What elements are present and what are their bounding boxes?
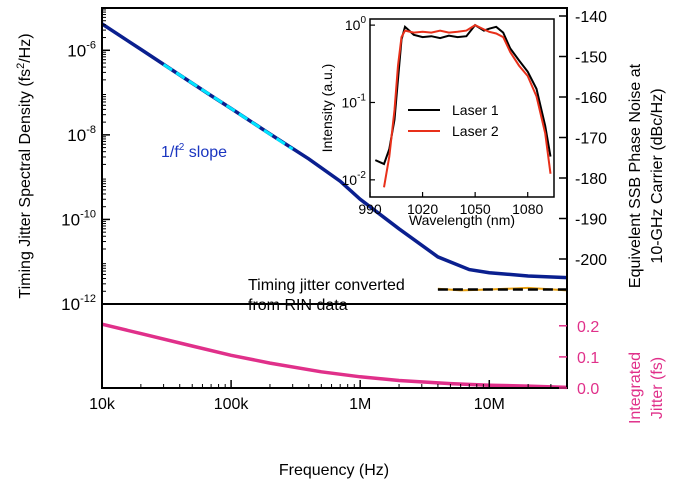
inset-x-axis-label: Wavelength (nm) [409, 212, 515, 228]
rin-annotation-line2: from RIN data [248, 297, 348, 314]
inset-legend: Laser 1 Laser 2 [408, 102, 499, 139]
right-axis-tick-label: -140 [575, 9, 607, 26]
main-y-tick-label: 10-8 [67, 124, 96, 145]
inset-x-tick-label: 1080 [512, 201, 543, 217]
x-tick-label: 10k [89, 396, 116, 413]
jitter-axis-tick-label: 0.0 [577, 381, 599, 398]
right-axis-tick-label: -160 [575, 90, 607, 107]
main-y-tick-label: 10-6 [67, 39, 96, 60]
integrated-jitter-label-line2: Jitter (fs) [649, 357, 666, 419]
right-axis-label-line2: 10-GHz Carrier (dBc/Hz) [649, 88, 666, 263]
main-y-axis-label: Timing Jitter Spectral Density (fs2/Hz) [15, 33, 34, 298]
x-axis-label: Frequency (Hz) [279, 462, 389, 479]
inset-x-tick-label: 990 [358, 201, 382, 217]
inset-frame [369, 18, 555, 198]
right-axis-tick-label: -200 [575, 252, 607, 269]
x-tick-label: 100k [214, 396, 250, 413]
jitter-axis-tick-label: 0.2 [577, 319, 599, 336]
main-y-tick-label: 10-12 [61, 293, 96, 314]
main-panel: 10-6 10-8 10-10 10-12 -140 -150 -160 -170 -180 -… [15, 7, 666, 479]
jitter-axis-tick-label: 0.1 [577, 350, 599, 367]
inset-panel: 990 1020 1050 1080 100 10-1 10-2 Wavelength (… [319, 15, 555, 228]
main-plot-frame [101, 7, 568, 389]
inset-y-tick-label: 10-1 [342, 92, 367, 110]
slope-annotation: 1/f2 slope [161, 142, 227, 161]
inset-x-tick-label: 1020 [407, 201, 438, 217]
rin-annotation-line1: Timing jitter converted [248, 277, 405, 294]
main-y-tick-label: 10-10 [61, 208, 96, 229]
integrated-jitter-line [101, 322, 568, 390]
slope-fit-line [162, 63, 294, 151]
right-axis-label-line1: Equivelent SSB Phase Noise at [627, 63, 644, 288]
legend-label-laser-1: Laser 1 [452, 102, 499, 118]
inset-y-axis-label: Intensity (a.u.) [319, 64, 335, 153]
inset-y-tick-label: 10-2 [342, 170, 367, 188]
right-axis-tick-label: -180 [575, 171, 607, 188]
right-axis-tick-label: -150 [575, 50, 607, 67]
right-axis-tick-label: -190 [575, 212, 607, 229]
integrated-jitter-label-line1: Integrated [627, 352, 644, 424]
x-tick-label: 1M [349, 396, 371, 413]
inset-y-tick-label: 100 [345, 15, 367, 33]
x-tick-label: 10M [474, 396, 505, 413]
inset-x-tick-label: 1050 [460, 201, 491, 217]
laser-2-spectrum-line [383, 23, 552, 188]
legend-label-laser-2: Laser 2 [452, 123, 499, 139]
laser-1-spectrum-line [374, 23, 552, 166]
right-axis-tick-label: -170 [575, 131, 607, 148]
